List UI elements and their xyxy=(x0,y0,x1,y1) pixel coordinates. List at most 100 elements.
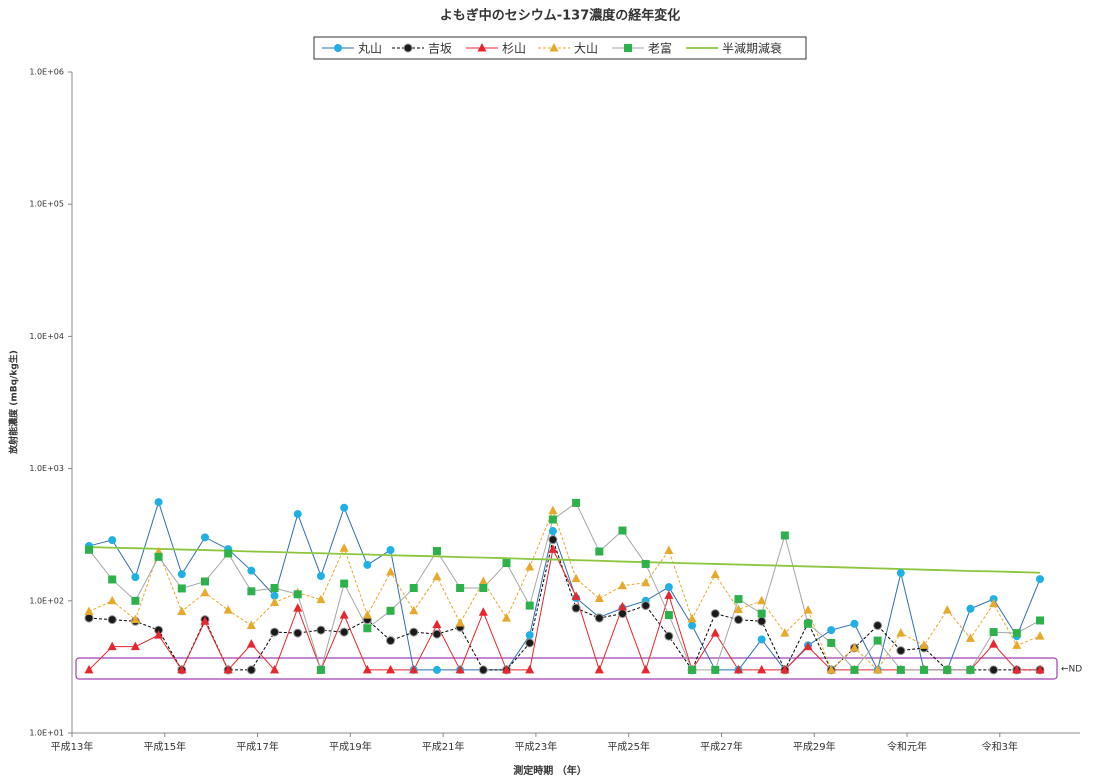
data-point xyxy=(386,606,395,615)
data-point xyxy=(804,619,813,628)
data-point xyxy=(733,664,743,674)
data-point xyxy=(339,610,349,619)
data-point xyxy=(710,628,720,637)
data-point xyxy=(966,665,975,674)
data-point xyxy=(873,636,882,645)
data-point xyxy=(478,576,488,585)
data-point xyxy=(1035,631,1045,640)
data-point xyxy=(316,665,325,674)
data-point xyxy=(362,610,372,619)
x-tick-label: 平成25年 xyxy=(607,740,650,753)
data-point xyxy=(293,510,302,519)
data-point xyxy=(827,626,836,635)
data-point xyxy=(896,665,905,674)
data-point xyxy=(502,664,512,674)
data-point xyxy=(664,545,674,555)
y-tick-label: 1.0E+02 xyxy=(29,596,64,605)
data-point xyxy=(919,640,929,649)
data-point xyxy=(177,664,187,674)
data-point xyxy=(757,609,766,618)
data-point xyxy=(1035,664,1045,674)
y-tick-label: 1.0E+05 xyxy=(29,200,64,209)
data-point xyxy=(850,619,859,628)
data-point xyxy=(130,641,140,651)
data-point xyxy=(572,498,581,507)
data-point xyxy=(873,621,883,631)
data-point xyxy=(896,628,906,637)
data-point xyxy=(873,664,883,674)
data-point xyxy=(340,503,349,512)
data-point xyxy=(803,605,813,614)
data-point xyxy=(641,601,651,611)
x-tick-label: 平成19年 xyxy=(329,740,372,753)
nd-box xyxy=(75,657,1058,680)
legend-marker xyxy=(403,43,413,53)
data-point xyxy=(896,646,906,656)
data-point xyxy=(270,664,280,674)
data-point xyxy=(525,562,535,571)
data-point xyxy=(85,545,93,554)
series-line xyxy=(88,509,1041,671)
data-point xyxy=(479,583,488,592)
data-point xyxy=(617,609,627,619)
data-point xyxy=(664,631,674,641)
data-point xyxy=(131,573,140,582)
data-point xyxy=(247,587,256,596)
data-point xyxy=(1036,616,1044,625)
data-point xyxy=(84,613,94,623)
data-point xyxy=(246,639,256,648)
data-point xyxy=(757,616,767,626)
data-point xyxy=(548,515,557,524)
data-point xyxy=(293,590,302,599)
data-point xyxy=(687,613,697,623)
data-point xyxy=(594,664,604,674)
data-point xyxy=(386,567,396,576)
data-point xyxy=(84,664,94,674)
x-tick-label: 平成23年 xyxy=(515,740,558,753)
data-point xyxy=(525,664,535,674)
data-point xyxy=(548,544,558,553)
legend-label: 大山 xyxy=(574,42,598,56)
data-point xyxy=(826,664,836,674)
nd-label: ←ND xyxy=(1061,665,1082,675)
data-point xyxy=(130,614,140,624)
legend-label: 吉坂 xyxy=(428,42,452,56)
data-point xyxy=(107,595,117,605)
y-axis-label: 放射能濃度 (mBq/kg生) xyxy=(8,350,20,455)
data-point xyxy=(223,664,233,674)
x-tick-label: 平成13年 xyxy=(51,740,94,753)
x-tick-label: 平成29年 xyxy=(793,740,836,753)
data-point xyxy=(386,664,396,674)
data-point xyxy=(340,579,349,588)
x-tick-label: 平成15年 xyxy=(143,740,186,753)
data-point xyxy=(270,627,280,637)
data-point xyxy=(246,665,256,675)
data-point xyxy=(780,664,790,674)
data-point xyxy=(339,627,349,637)
data-point xyxy=(989,639,999,648)
legend-label: 丸山 xyxy=(358,42,382,56)
data-point xyxy=(200,587,210,597)
data-point xyxy=(409,605,419,615)
data-point xyxy=(641,559,650,568)
data-point xyxy=(989,665,999,675)
data-point xyxy=(432,571,442,581)
data-point xyxy=(641,577,651,587)
data-point xyxy=(478,665,488,675)
data-point xyxy=(757,595,767,605)
legend-label: 杉山 xyxy=(502,42,526,56)
data-point xyxy=(455,664,465,674)
data-point xyxy=(409,664,419,674)
data-point xyxy=(108,536,117,545)
data-point xyxy=(594,593,604,603)
data-point xyxy=(780,628,790,637)
data-point xyxy=(316,594,326,604)
data-point xyxy=(920,665,929,674)
data-point xyxy=(688,665,697,674)
data-point xyxy=(363,560,372,569)
data-point xyxy=(803,641,813,651)
y-tick-label: 1.0E+03 xyxy=(29,464,64,473)
data-point xyxy=(200,616,210,625)
data-point xyxy=(316,572,325,581)
data-point xyxy=(270,597,280,607)
